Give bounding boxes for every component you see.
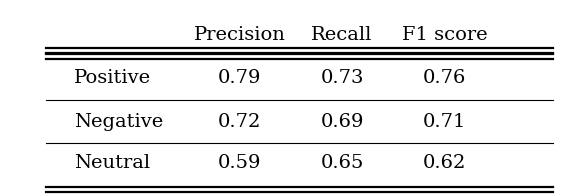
Text: Recall: Recall (311, 26, 373, 44)
Text: 0.79: 0.79 (218, 69, 261, 87)
Text: Positive: Positive (74, 69, 151, 87)
Text: Neutral: Neutral (74, 154, 150, 172)
Text: F1 score: F1 score (402, 26, 487, 44)
Text: 0.76: 0.76 (423, 69, 466, 87)
Text: Precision: Precision (193, 26, 286, 44)
Text: 0.71: 0.71 (423, 113, 466, 131)
Text: 0.72: 0.72 (218, 113, 261, 131)
Text: Negative: Negative (74, 113, 164, 131)
Text: 0.65: 0.65 (320, 154, 364, 172)
Text: 0.62: 0.62 (423, 154, 466, 172)
Text: 0.73: 0.73 (320, 69, 364, 87)
Text: 0.69: 0.69 (320, 113, 364, 131)
Text: 0.59: 0.59 (218, 154, 261, 172)
